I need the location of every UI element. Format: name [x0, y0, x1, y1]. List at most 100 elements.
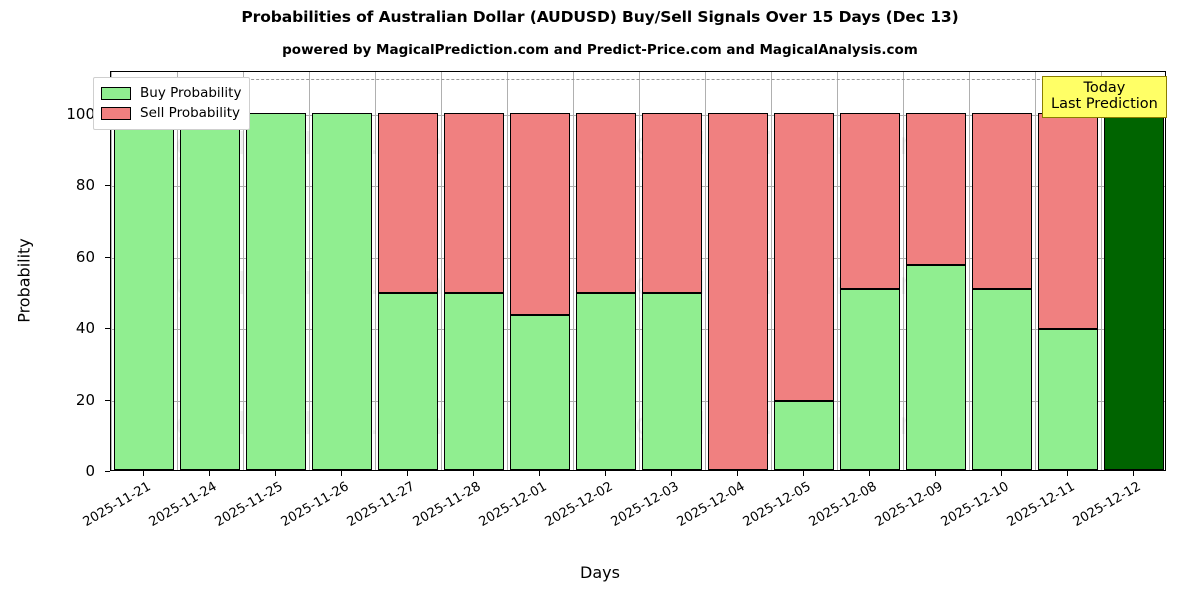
bar-segment-sell[interactable]: [377, 112, 439, 293]
x-axis-tick-mark: [539, 471, 540, 476]
x-axis-tick-label: 2025-12-05: [740, 479, 814, 530]
bar-group[interactable]: [905, 72, 967, 470]
y-axis-tick-label: 40: [75, 319, 95, 338]
bar-group[interactable]: [377, 72, 439, 470]
bar-segment-buy[interactable]: [311, 112, 373, 470]
bar-segment-sell[interactable]: [707, 112, 769, 470]
legend-swatch-sell: [101, 106, 131, 120]
gridline-vertical: [111, 72, 112, 470]
x-axis-label: Days: [580, 563, 620, 582]
y-axis-tick-label: 80: [75, 176, 95, 195]
bar-group[interactable]: [773, 72, 835, 470]
bar-segment-buy[interactable]: [509, 315, 571, 470]
today-annotation-line2: Last Prediction: [1051, 96, 1158, 113]
gridline-vertical: [573, 72, 574, 470]
plot-area: MagicalAnalysis.comMagicalPrediction.com…: [110, 71, 1166, 471]
bar-group[interactable]: [179, 72, 241, 470]
legend-label-sell: Sell Probability: [140, 105, 241, 121]
bar-segment-buy[interactable]: [377, 292, 439, 470]
y-axis-tick-label: 20: [75, 390, 95, 409]
x-axis-tick-label: 2025-12-10: [938, 479, 1012, 530]
bar-segment-buy[interactable]: [839, 288, 901, 470]
bar-group[interactable]: [707, 72, 769, 470]
y-axis-tick-mark: [105, 185, 110, 187]
x-axis-tick-label: 2025-11-25: [212, 479, 286, 530]
bar-segment-buy[interactable]: [113, 112, 175, 470]
bar-segment-sell[interactable]: [971, 112, 1033, 289]
today-annotation-line1: Today: [1083, 80, 1126, 96]
gridline-vertical: [243, 72, 244, 470]
bar-segment-sell[interactable]: [641, 112, 703, 294]
x-axis-tick-mark: [341, 471, 342, 476]
bar-segment-buy[interactable]: [179, 112, 241, 470]
x-axis-tick-mark: [275, 471, 276, 476]
x-axis-tick-mark: [605, 471, 606, 476]
bar-segment-sell[interactable]: [905, 112, 967, 265]
bars-layer: [111, 72, 1165, 470]
gridline-vertical: [705, 72, 706, 470]
x-axis-tick-mark: [1133, 471, 1134, 476]
bar-segment-sell[interactable]: [839, 112, 901, 289]
x-axis-tick-mark: [935, 471, 936, 476]
bar-segment-buy[interactable]: [443, 293, 505, 470]
bar-segment-buy[interactable]: [1037, 329, 1099, 470]
gridline-vertical: [969, 72, 970, 470]
gridline-horizontal: [111, 329, 1165, 331]
bar-segment-buy[interactable]: [575, 293, 637, 470]
y-axis-tick-mark: [105, 399, 110, 401]
gridline-vertical: [507, 72, 508, 470]
gridline-vertical: [375, 72, 376, 470]
gridline-vertical: [771, 72, 772, 470]
bar-group[interactable]: [1037, 72, 1099, 470]
gridline-vertical: [1035, 72, 1036, 470]
gridline-vertical: [837, 72, 838, 470]
x-axis-tick-label: 2025-11-21: [80, 479, 154, 530]
legend-swatch-buy: [101, 86, 131, 100]
bar-segment-buy[interactable]: [245, 112, 307, 470]
gridline-horizontal: [111, 114, 1165, 116]
bar-segment-sell[interactable]: [1037, 112, 1099, 330]
bar-group[interactable]: [1103, 72, 1165, 470]
bar-group[interactable]: [245, 72, 307, 470]
x-axis-tick-label: 2025-12-11: [1004, 479, 1078, 530]
bar-group[interactable]: [971, 72, 1033, 470]
bar-segment-sell[interactable]: [443, 112, 505, 294]
x-axis-tick-label: 2025-11-26: [278, 479, 352, 530]
x-axis-tick-label: 2025-12-12: [1070, 479, 1144, 530]
legend-label-buy: Buy Probability: [140, 85, 242, 101]
bar-segment-sell[interactable]: [773, 112, 835, 401]
x-axis-tick-mark: [869, 471, 870, 476]
bar-segment-today[interactable]: [1103, 112, 1165, 470]
gridline-vertical: [309, 72, 310, 470]
gridline-vertical: [903, 72, 904, 470]
bar-group[interactable]: [113, 72, 175, 470]
bar-segment-buy[interactable]: [773, 400, 835, 470]
legend-item-buy[interactable]: Buy Probability: [101, 83, 241, 103]
bar-group[interactable]: [575, 72, 637, 470]
bar-group[interactable]: [509, 72, 571, 470]
chart-subtitle: powered by MagicalPrediction.com and Pre…: [282, 42, 918, 58]
bar-segment-buy[interactable]: [905, 265, 967, 470]
bar-segment-sell[interactable]: [509, 112, 571, 315]
chart-legend: Buy Probability Sell Probability: [93, 77, 251, 130]
bar-segment-sell[interactable]: [575, 112, 637, 294]
x-axis-tick-mark: [407, 471, 408, 476]
bar-segment-buy[interactable]: [971, 288, 1033, 470]
x-axis-tick-label: 2025-12-02: [542, 479, 616, 530]
y-axis-tick-label: 100: [66, 104, 95, 123]
bar-group[interactable]: [311, 72, 373, 470]
x-axis-tick-mark: [803, 471, 804, 476]
chart-title: Probabilities of Australian Dollar (AUDU…: [241, 8, 959, 26]
bar-group[interactable]: [839, 72, 901, 470]
bar-group[interactable]: [443, 72, 505, 470]
y-axis-tick-label: 0: [85, 462, 95, 480]
x-axis-tick-label: 2025-11-28: [410, 479, 484, 530]
legend-item-sell[interactable]: Sell Probability: [101, 103, 241, 123]
y-axis-label: Probability: [14, 238, 34, 323]
x-axis-tick-label: 2025-11-27: [344, 479, 418, 530]
today-annotation: Today Last Prediction: [1042, 76, 1167, 119]
bar-group[interactable]: [641, 72, 703, 470]
x-axis-tick-label: 2025-12-04: [674, 479, 748, 530]
gridline-vertical: [177, 72, 178, 470]
bar-segment-buy[interactable]: [641, 293, 703, 470]
